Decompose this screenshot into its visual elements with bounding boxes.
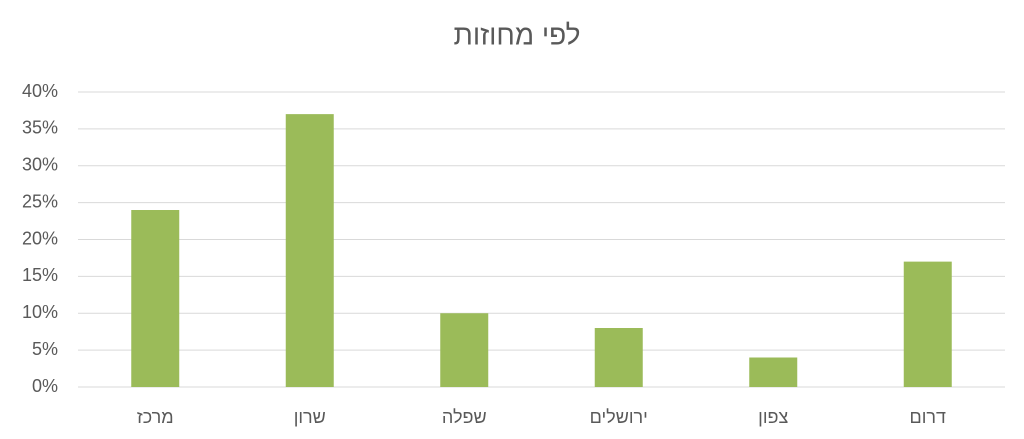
y-tick-label: 35% [22,118,58,138]
y-tick-label: 25% [22,191,58,211]
x-tick-label: שרון [294,407,326,427]
y-tick-label: 20% [22,228,58,248]
y-tick-label: 30% [22,155,58,175]
y-tick-label: 15% [22,265,58,285]
bar [594,328,643,387]
bar [285,114,334,387]
y-tick-label: 5% [32,339,58,359]
bar [131,210,180,387]
x-tick-label: דרום [910,407,946,427]
x-tick-label: שפלה [442,407,487,427]
bar [903,261,952,387]
y-tick-label: 10% [22,302,58,322]
bar [440,313,489,387]
x-tick-label: מרכז [137,407,174,427]
y-tick-label: 40% [22,81,58,101]
chart-title: לפי מחוזות [453,19,580,50]
bar [749,357,798,387]
y-tick-label: 0% [32,376,58,396]
x-tick-label: ירושלים [590,407,648,427]
x-tick-label: צפון [758,407,788,427]
